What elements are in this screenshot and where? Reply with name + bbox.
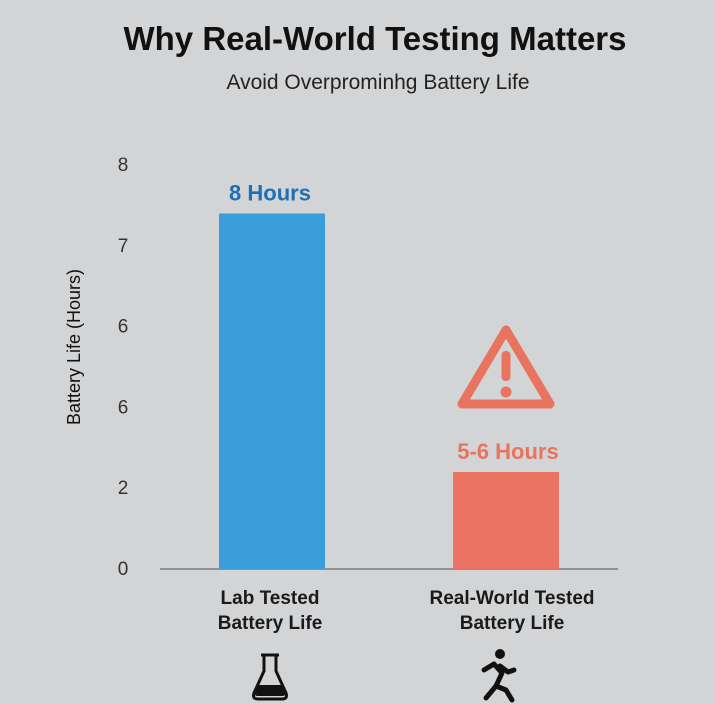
y-tick-label: 7	[118, 236, 129, 257]
bars	[219, 213, 559, 570]
flask-icon	[252, 653, 288, 701]
bar	[453, 472, 559, 569]
category-label-line2: Battery Life	[460, 613, 565, 634]
data-labels: 8 Hours 5-6 Hours	[229, 180, 559, 464]
category-label-line1: Lab Tested	[221, 588, 320, 609]
bar	[219, 213, 325, 570]
y-axis-label: Battery Life (Hours)	[64, 269, 84, 425]
running-person-icon	[481, 649, 517, 703]
category-labels: Lab Tested Battery Life Real-World Tested B…	[218, 588, 595, 634]
y-tick-label: 6	[118, 317, 129, 338]
chart-subtitle: Avoid Overprominhg Battery Life	[226, 71, 529, 94]
category-label-line1: Real-World Tested	[429, 588, 594, 609]
y-ticks: 0 2 6 6 7 8	[118, 155, 129, 580]
y-tick-label: 6	[118, 397, 129, 418]
data-label: 5-6 Hours	[457, 439, 558, 464]
y-tick-label: 2	[118, 478, 129, 499]
category-label-line2: Battery Life	[218, 613, 323, 634]
y-tick-label: 8	[118, 155, 129, 176]
warning-triangle-icon	[457, 325, 555, 409]
data-label: 8 Hours	[229, 180, 311, 205]
y-tick-label: 0	[118, 559, 129, 580]
chart-title: Why Real-World Testing Matters	[124, 20, 627, 57]
